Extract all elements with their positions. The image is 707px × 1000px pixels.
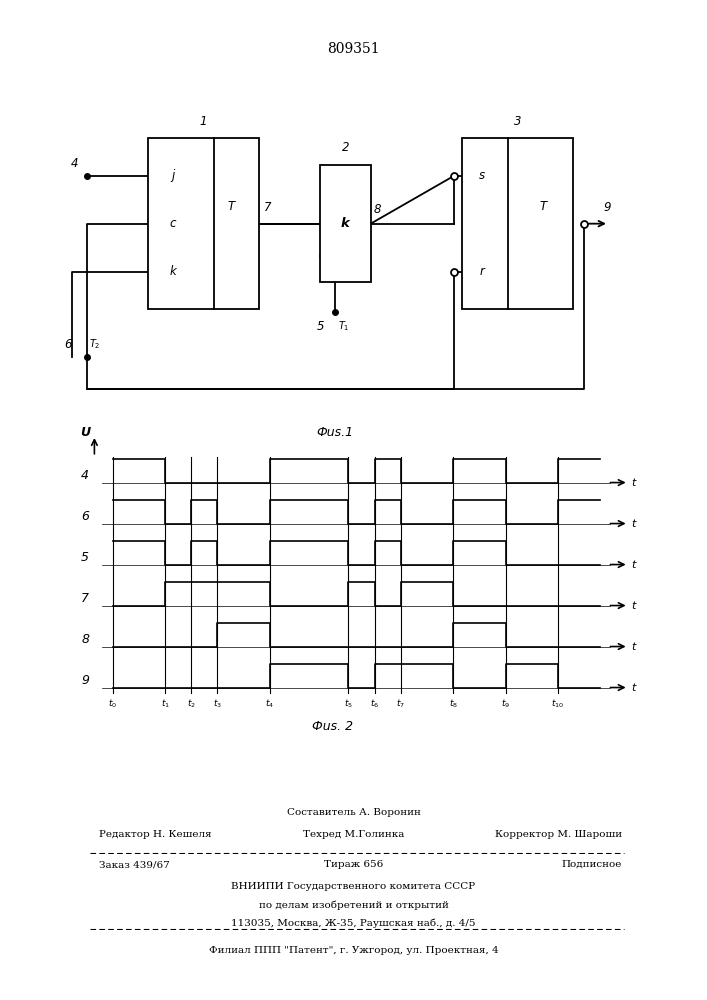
Text: Редактор Н. Кешеля: Редактор Н. Кешеля (99, 830, 211, 839)
Text: c: c (170, 217, 176, 230)
Text: $t_3$: $t_3$ (213, 697, 222, 710)
Text: 809351: 809351 (327, 42, 380, 56)
Text: j: j (172, 169, 175, 182)
Text: Подписное: Подписное (562, 860, 622, 869)
Text: k: k (341, 217, 350, 230)
Bar (462, 138, 573, 309)
Text: $t_5$: $t_5$ (344, 697, 353, 710)
Text: Техред М.Голинка: Техред М.Голинка (303, 830, 404, 839)
Text: k: k (170, 265, 177, 278)
Text: $T_2$: $T_2$ (90, 337, 101, 351)
Text: Фus.1: Фus.1 (317, 426, 354, 439)
Text: $t_7$: $t_7$ (396, 697, 405, 710)
Text: T: T (539, 200, 547, 213)
Text: t: t (631, 478, 636, 488)
Text: 9: 9 (604, 201, 612, 214)
Text: $t_6$: $t_6$ (370, 697, 379, 710)
Text: 7: 7 (81, 592, 89, 605)
Text: 4: 4 (81, 469, 89, 482)
Text: t: t (631, 560, 636, 570)
Text: 113035, Москва, Ж-35, Раушская наб., д. 4/5: 113035, Москва, Ж-35, Раушская наб., д. … (231, 918, 476, 928)
Text: $t_8$: $t_8$ (449, 697, 457, 710)
Text: Корректор М. Шароши: Корректор М. Шароши (495, 830, 622, 839)
Text: ВНИИПИ Государственного комитета СССР: ВНИИПИ Государственного комитета СССР (231, 882, 476, 891)
Text: 3: 3 (514, 115, 521, 128)
Text: U: U (81, 426, 90, 439)
Bar (320, 165, 370, 282)
Text: $t_0$: $t_0$ (108, 697, 117, 710)
Text: $t_9$: $t_9$ (501, 697, 510, 710)
Text: 7: 7 (264, 201, 271, 214)
Text: Филиал ППП "Патент", г. Ужгород, ул. Проектная, 4: Филиал ППП "Патент", г. Ужгород, ул. Про… (209, 946, 498, 955)
Text: t: t (631, 601, 636, 611)
Text: по делам изобретений и открытий: по делам изобретений и открытий (259, 900, 448, 910)
Text: $t_4$: $t_4$ (265, 697, 274, 710)
Text: 6: 6 (64, 338, 71, 351)
Text: 8: 8 (81, 633, 89, 646)
Text: 6: 6 (81, 510, 89, 523)
Text: $t_2$: $t_2$ (187, 697, 196, 710)
Text: T: T (228, 200, 235, 213)
Text: Тираж 656: Тираж 656 (324, 860, 383, 869)
Text: 2: 2 (341, 141, 349, 154)
Text: 5: 5 (316, 320, 324, 333)
Text: $T_1$: $T_1$ (338, 320, 349, 333)
Bar (148, 138, 259, 309)
Text: Фus. 2: Фus. 2 (312, 720, 354, 733)
Text: r: r (480, 265, 484, 278)
Text: 9: 9 (81, 674, 89, 687)
Text: 8: 8 (373, 203, 381, 216)
Text: $t_1$: $t_1$ (160, 697, 170, 710)
Text: $t_{10}$: $t_{10}$ (551, 697, 564, 710)
Text: Составитель А. Воронин: Составитель А. Воронин (286, 808, 421, 817)
Text: s: s (479, 169, 485, 182)
Text: Заказ 439/67: Заказ 439/67 (99, 860, 170, 869)
Text: 1: 1 (200, 115, 207, 128)
Text: t: t (631, 683, 636, 693)
Text: 4: 4 (71, 157, 78, 170)
Text: t: t (631, 519, 636, 529)
Text: t: t (631, 642, 636, 652)
Text: 5: 5 (81, 551, 89, 564)
